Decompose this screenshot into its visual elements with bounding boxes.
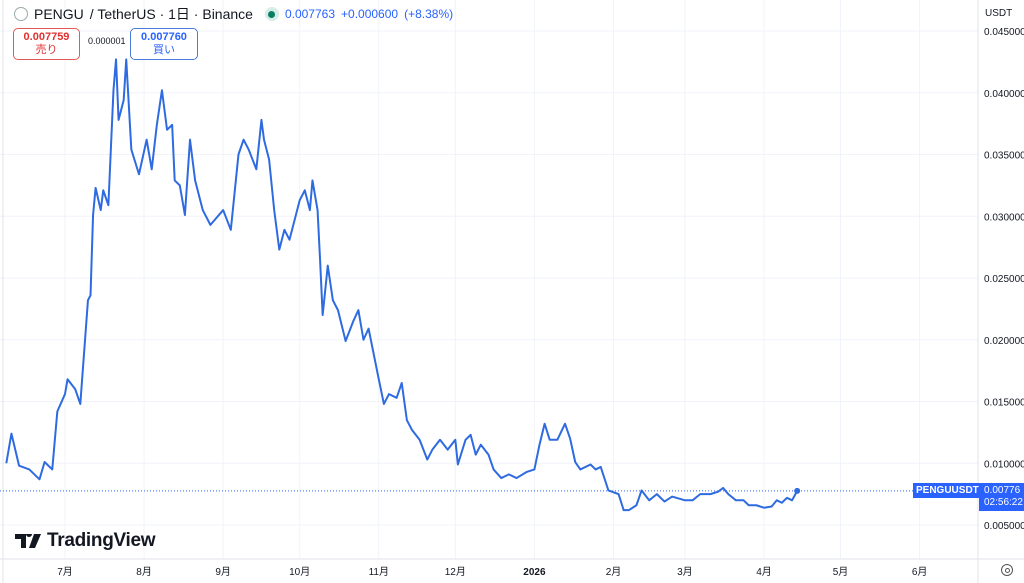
tradingview-wordmark: TradingView [47, 530, 156, 551]
y-tick-label: 0.010000 [984, 459, 1024, 470]
market-status-icon[interactable] [264, 7, 279, 21]
sell-button[interactable]: 0.007759 売り [13, 28, 80, 60]
spread: 0.000001 [88, 36, 126, 46]
y-tick-label: 0.040000 [984, 89, 1024, 100]
y-tick-label: 0.030000 [984, 212, 1024, 223]
x-tick-label: 12月 [445, 566, 466, 578]
x-tick-label: 5月 [833, 566, 849, 578]
currency-unit[interactable]: USDT [985, 8, 1013, 19]
x-tick-label: 9月 [215, 566, 231, 578]
x-tick-label: 8月 [136, 566, 152, 578]
y-tick-label: 0.005000 [984, 521, 1024, 532]
y-tick-label: 0.015000 [984, 398, 1024, 409]
sell-label: 売り [35, 44, 58, 56]
x-tick-label: 10月 [289, 566, 310, 578]
current-price: 0.00776 [984, 485, 1021, 496]
price-change-pct: (+8.38%) [404, 7, 454, 21]
settings-icon[interactable] [1001, 564, 1013, 576]
bar-countdown: 02:56:22 [984, 497, 1023, 508]
buy-label: 買い [153, 44, 175, 56]
last-price-marker [794, 487, 801, 494]
y-tick-label: 0.025000 [984, 274, 1024, 285]
tradingview-icon [15, 534, 41, 548]
y-tick-label: 0.035000 [984, 151, 1024, 162]
current-price-label: 0.00776 02:56:22 [979, 483, 1024, 511]
symbol-label: PENGUUSDT [913, 483, 982, 498]
y-tick-label: 0.045000 [984, 27, 1024, 38]
sell-price: 0.007759 [23, 31, 70, 43]
buy-button[interactable]: 0.007760 買い [130, 28, 198, 60]
last-price: 0.007763 [284, 7, 336, 21]
x-tick-label: 2026 [523, 567, 546, 578]
chart-header: PENGU / TetherUS · 1日 · Binance 0.007763… [14, 4, 453, 24]
x-tick-label: 3月 [677, 566, 693, 578]
price-line [5, 58, 799, 512]
y-tick-label: 0.020000 [984, 336, 1024, 347]
x-tick-label: 2月 [606, 566, 622, 578]
symbol[interactable]: PENGU [34, 6, 84, 22]
x-tick-label: 11月 [369, 566, 389, 578]
price-change: +0.000600 [341, 7, 399, 21]
x-tick-label: 6月 [912, 566, 928, 578]
buy-price: 0.007760 [141, 31, 187, 43]
x-tick-label: 4月 [756, 566, 772, 578]
x-tick-label: 7月 [57, 566, 73, 578]
tradingview-logo[interactable]: TradingView [15, 530, 156, 552]
pair-interval-exchange[interactable]: / TetherUS · 1日 · Binance [89, 6, 253, 22]
pengu-logo-icon [14, 7, 28, 21]
